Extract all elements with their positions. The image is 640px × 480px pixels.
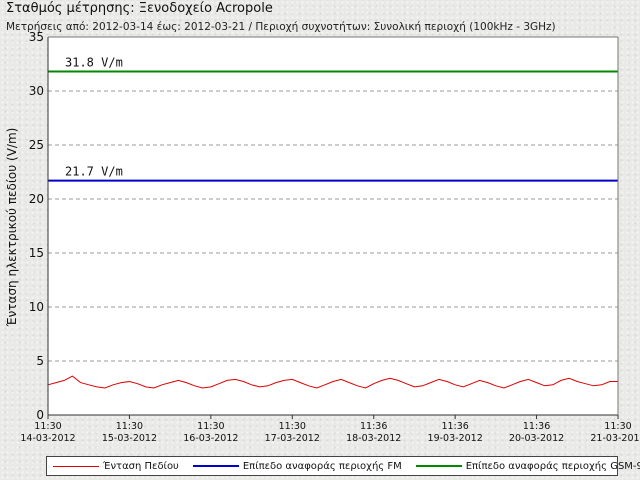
legend-label: Επίπεδο αναφοράς περιοχής FM xyxy=(242,460,402,472)
chart-legend: Ένταση Πεδίου Επίπεδο αναφοράς περιοχής … xyxy=(46,456,640,476)
legend-swatch-blue-line xyxy=(192,465,239,467)
y-tick-label: 20 xyxy=(29,192,44,206)
x-tick-date-label: 21-03-2012 xyxy=(590,433,640,444)
series-line-field-strength xyxy=(47,375,618,389)
y-tick-label: 10 xyxy=(29,300,44,314)
y-tick-label: 35 xyxy=(29,30,44,44)
reference-line-label: 21.7 V/m xyxy=(65,165,123,179)
x-tick-date-label: 19-03-2012 xyxy=(428,433,483,444)
line-chart: 21.7 V/m31.8 V/m 0510152025303511:3014-0… xyxy=(5,30,640,444)
y-tick-label: 0 xyxy=(36,408,44,422)
x-tick-time-label: 11:36 xyxy=(523,421,550,432)
legend-item-field-strength: Ένταση Πεδίου xyxy=(53,461,179,472)
x-tick-date-label: 15-03-2012 xyxy=(102,433,157,444)
legend-label: Επίπεδο αναφοράς περιοχής GSM-900 xyxy=(465,460,640,472)
x-tick-time-label: 11:30 xyxy=(604,421,631,432)
reference-line-label: 31.8 V/m xyxy=(65,56,123,70)
y-tick-label: 5 xyxy=(36,354,44,368)
legend-item-fm-reference: Επίπεδο αναφοράς περιοχής FM xyxy=(192,460,402,472)
x-tick-date-label: 20-03-2012 xyxy=(509,433,564,444)
chart-title: Σταθμός μέτρησης: Ξενοδοχείο Acropole xyxy=(6,1,273,16)
plot-area xyxy=(48,37,618,415)
legend-swatch-red-line xyxy=(53,465,99,467)
x-tick-date-label: 17-03-2012 xyxy=(265,433,320,444)
x-tick-date-label: 18-03-2012 xyxy=(346,433,401,444)
x-tick-time-label: 11:30 xyxy=(116,421,143,432)
legend-item-gsm-reference: Επίπεδο αναφοράς περιοχής GSM-900 xyxy=(415,460,640,472)
legend-label: Ένταση Πεδίου xyxy=(103,460,179,472)
x-tick-date-label: 16-03-2012 xyxy=(183,433,238,444)
x-tick-date-label: 14-03-2012 xyxy=(20,433,75,444)
x-tick-time-label: 11:30 xyxy=(197,421,224,432)
y-axis-label: Ένταση ηλεκτρικού πεδίου (V/m) xyxy=(5,128,19,328)
x-tick-time-label: 11:30 xyxy=(34,421,61,432)
y-tick-label: 30 xyxy=(29,84,44,98)
y-tick-label: 15 xyxy=(29,246,44,260)
x-tick-time-label: 11:30 xyxy=(279,421,306,432)
y-tick-label: 25 xyxy=(29,138,44,152)
x-tick-time-label: 11:36 xyxy=(360,421,387,432)
chart-subtitle: Μετρήσεις από: 2012-03-14 έως: 2012-03-2… xyxy=(6,21,556,33)
x-tick-time-label: 11:36 xyxy=(441,421,468,432)
legend-swatch-green-line xyxy=(415,465,462,467)
